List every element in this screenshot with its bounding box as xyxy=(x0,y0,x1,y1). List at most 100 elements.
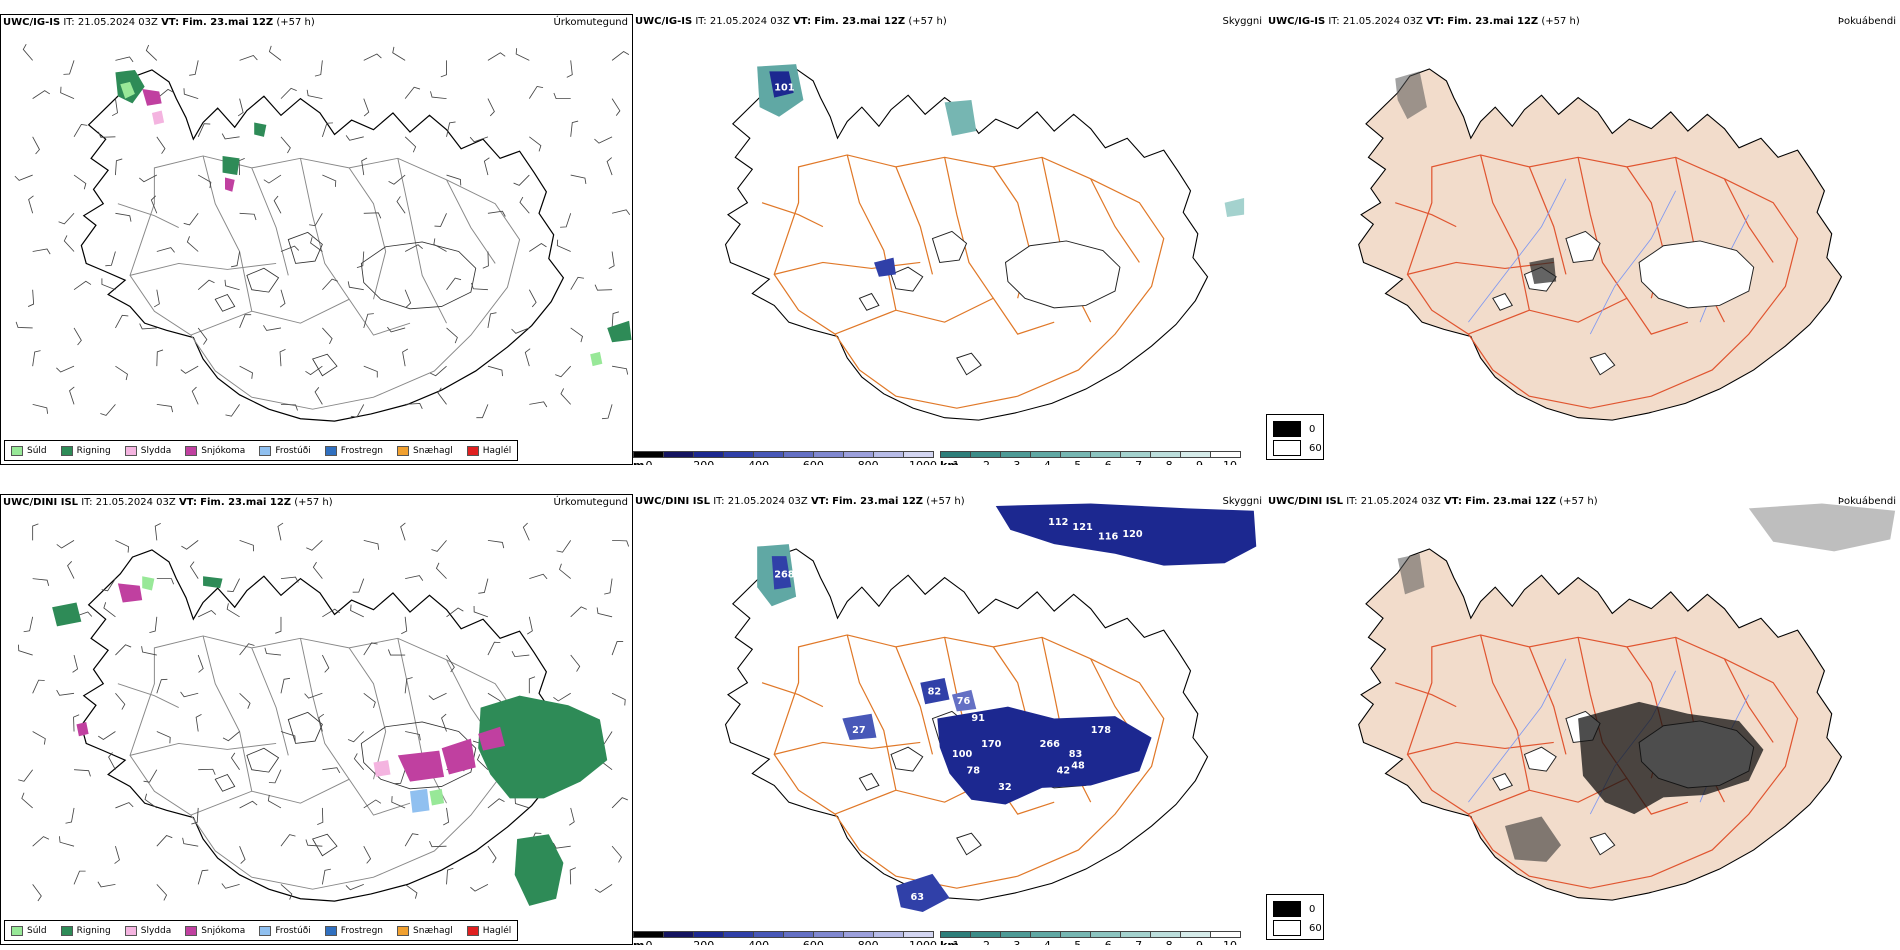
colorbar-tick: 2 xyxy=(983,459,990,465)
wind-barb xyxy=(529,401,548,408)
wind-barb xyxy=(145,44,158,61)
wind-barb xyxy=(156,403,174,413)
swatch xyxy=(259,445,272,456)
wind-barb xyxy=(487,210,506,217)
wind-barb xyxy=(570,276,585,290)
wind-barb xyxy=(347,281,364,291)
wind-barb xyxy=(101,578,116,592)
colorbar-tick: 6 xyxy=(1105,459,1112,465)
fog-swatch xyxy=(1273,421,1301,437)
colorbar-tick: 4 xyxy=(1044,459,1051,465)
colorbar-tick: 1 xyxy=(953,459,960,465)
wind-barb xyxy=(363,313,374,329)
wind-barb xyxy=(111,98,118,117)
panel-header: UWC/IG-IS IT: 21.05.2024 03Z VT: Fim. 23… xyxy=(3,17,315,28)
colorbar-tick: 6 xyxy=(1105,939,1112,945)
colorbar-segment xyxy=(1180,451,1211,458)
fog-legend-row: 60 xyxy=(1273,920,1322,936)
wind-barb xyxy=(363,53,382,61)
wind-barb xyxy=(356,251,365,269)
legend-item-snaehagl: Snæhagl xyxy=(397,925,453,936)
wind-barb xyxy=(74,769,91,777)
wind-barb xyxy=(363,845,372,864)
visibility-colorbar: km 1 2 3 4 5 6 7 8 9 10 xyxy=(940,931,1241,945)
colorbar-segment xyxy=(1000,931,1031,938)
colorbar-tick: 10 xyxy=(1223,459,1237,465)
cloud-label: 63 xyxy=(911,892,925,903)
wind-barb xyxy=(56,689,75,696)
wind-barb xyxy=(430,91,447,100)
cloud-label: 82 xyxy=(928,687,942,698)
wind-barb xyxy=(515,48,530,61)
wind-barb xyxy=(363,539,380,550)
wind-barb xyxy=(225,404,240,417)
panel-title: Skyggni xyxy=(1222,496,1262,507)
cloud-label: 121 xyxy=(1072,522,1093,533)
wind-barb xyxy=(189,60,199,76)
wind-barb xyxy=(553,92,571,100)
colorbar-segment xyxy=(783,451,814,458)
wind-barb xyxy=(309,213,323,227)
wind-barb xyxy=(139,174,158,183)
wind-barb xyxy=(73,870,86,885)
wind-barb xyxy=(198,768,216,775)
swatch xyxy=(466,445,479,456)
wind-barb xyxy=(314,387,323,405)
wind-barb xyxy=(156,835,173,847)
wind-barb xyxy=(363,642,378,656)
colorbar-segment xyxy=(633,931,664,938)
wind-barbs xyxy=(14,43,631,420)
colorbar-tick: 400 xyxy=(748,939,769,945)
colorbar-segment xyxy=(940,451,971,458)
cloud-label: 266 xyxy=(1040,739,1061,750)
wind-barb xyxy=(115,802,134,809)
wind-barb xyxy=(28,195,34,214)
wind-barb xyxy=(347,731,365,743)
wind-barb xyxy=(239,365,253,379)
wind-barb xyxy=(73,327,82,346)
wind-barb xyxy=(156,731,171,744)
wind-barb xyxy=(321,868,331,885)
wind-barb xyxy=(433,238,447,252)
swatch xyxy=(185,445,198,456)
wind-barb xyxy=(144,793,158,809)
visibility-colorbar: km 1 2 3 4 5 6 7 8 9 10 xyxy=(940,451,1241,465)
wind-barb xyxy=(437,387,447,405)
legend-item-rigning: Rigning xyxy=(60,925,111,936)
cloud-label: 83 xyxy=(1069,749,1083,760)
wind-barb xyxy=(321,122,333,137)
wind-barb xyxy=(279,289,286,308)
panel-title: Þokuábendi xyxy=(1837,16,1896,27)
swatch xyxy=(397,925,410,936)
legend-item-sauld: Súld xyxy=(11,445,47,456)
colorbar-tick: 7 xyxy=(1135,939,1142,945)
wind-barb xyxy=(400,522,406,541)
colorbar-tick: 7 xyxy=(1135,459,1142,465)
wind-barb xyxy=(18,769,33,782)
wind-barb xyxy=(239,212,257,221)
wind-barb xyxy=(529,136,542,152)
fog-panel-row1: UWC/IG-IS IT: 21.05.2024 03Z VT: Fim. 23… xyxy=(1266,14,1900,465)
wind-barb xyxy=(569,867,576,885)
wind-barb xyxy=(197,123,211,138)
wind-barb xyxy=(60,86,75,99)
wind-barb xyxy=(197,279,215,291)
wind-barb xyxy=(103,602,116,618)
fog-swatch xyxy=(1273,920,1301,936)
wind-barb xyxy=(471,282,488,291)
wind-barb xyxy=(310,237,323,252)
wind-barb xyxy=(182,837,199,847)
precip-map xyxy=(14,43,632,422)
wind-barb xyxy=(318,713,325,732)
wind-barb xyxy=(552,842,571,849)
wind-barb xyxy=(115,212,132,222)
wind-barb xyxy=(183,88,199,100)
wind-barb xyxy=(32,403,49,414)
wind-barb xyxy=(277,522,284,541)
wind-barb xyxy=(487,98,495,117)
wind-barb xyxy=(58,212,75,225)
wind-barb xyxy=(263,325,282,331)
colorbar-tick: 1000 xyxy=(909,459,937,465)
wind-barb xyxy=(322,174,337,187)
wind-barb xyxy=(391,796,406,809)
